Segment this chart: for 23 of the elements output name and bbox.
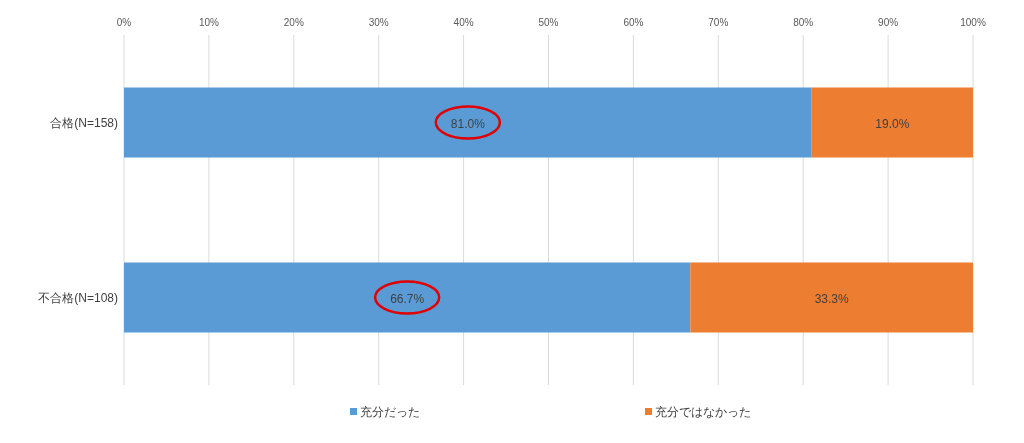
x-tick-label: 10% — [198, 17, 220, 28]
x-tick-label: 30% — [368, 17, 389, 28]
x-tick-label: 90% — [878, 17, 899, 28]
bar — [690, 262, 973, 333]
data-label: 66.7% — [390, 291, 425, 306]
y-tick-label: 合格(N=158) — [50, 115, 118, 130]
bar — [124, 87, 812, 158]
data-label: 33.3% — [814, 291, 849, 306]
bar — [811, 87, 973, 158]
x-tick-label: 20% — [283, 17, 304, 28]
data-label: 19.0% — [875, 116, 910, 131]
x-tick-label: 40% — [453, 17, 474, 28]
data-label: 81.0% — [450, 116, 486, 131]
x-tick-label: 50% — [538, 17, 559, 28]
x-tick-label: 0% — [116, 17, 132, 28]
legend-label: 充分ではなかった — [655, 405, 751, 419]
legend-label: 充分だった — [360, 405, 420, 419]
x-tick-label: 80% — [793, 17, 814, 28]
y-tick-label: 不合格(N=108) — [38, 290, 118, 305]
x-tick-label: 100% — [960, 17, 986, 28]
x-tick-label: 60% — [623, 17, 644, 28]
bar — [124, 262, 691, 333]
x-tick-label: 70% — [708, 17, 729, 28]
